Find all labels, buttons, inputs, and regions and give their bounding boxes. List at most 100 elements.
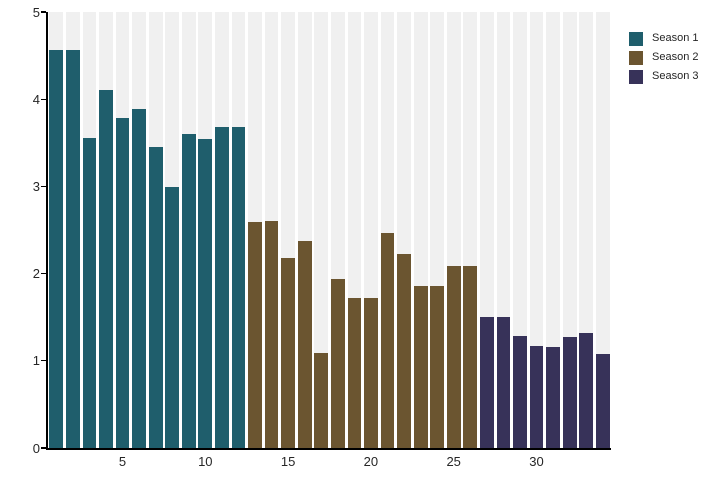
legend: Season 1 Season 2 Season 3 xyxy=(629,29,698,86)
bar-slot xyxy=(346,12,363,448)
bar-slot xyxy=(65,12,82,448)
bar-x25-season-2 xyxy=(446,265,461,448)
bar-slot xyxy=(446,12,463,448)
background-stripe xyxy=(546,12,561,448)
y-tick-mark xyxy=(41,98,47,100)
bar-x5-season-1 xyxy=(115,117,130,448)
y-tick-label: 4 xyxy=(32,91,40,107)
bar-slot xyxy=(545,12,562,448)
bar-slot xyxy=(595,12,612,448)
y-tick-mark xyxy=(41,360,47,362)
bar-x26-season-2 xyxy=(463,265,478,448)
bar-slot xyxy=(462,12,479,448)
bar-slot xyxy=(412,12,429,448)
bar-slot xyxy=(131,12,148,448)
bar-x19-season-2 xyxy=(347,298,362,448)
bar-slot xyxy=(429,12,446,448)
y-tick-mark xyxy=(41,272,47,275)
bar-x14-season-2 xyxy=(264,221,279,448)
bar-x34-season-3 xyxy=(595,353,610,448)
legend-item-season-2: Season 2 xyxy=(629,48,698,67)
y-axis-line xyxy=(46,12,48,449)
bar-slot xyxy=(296,12,313,448)
bar-slot xyxy=(98,12,115,448)
legend-item-season-3: Season 3 xyxy=(629,67,698,86)
bar-slot xyxy=(528,12,545,448)
bar-x3-season-1 xyxy=(82,137,97,448)
bar-slot xyxy=(512,12,529,448)
y-tick-mark xyxy=(41,185,47,188)
legend-label: Season 2 xyxy=(652,51,699,63)
bar-x30-season-3 xyxy=(529,345,544,448)
bar-slot xyxy=(479,12,496,448)
y-tick-mark xyxy=(41,11,47,13)
background-stripe xyxy=(314,12,329,448)
bar-x20-season-2 xyxy=(364,298,378,448)
bar-x15-season-2 xyxy=(281,257,296,448)
legend-swatch xyxy=(629,31,643,46)
bar-x17-season-2 xyxy=(314,352,329,448)
x-axis-line xyxy=(46,448,612,450)
legend-item-season-1: Season 1 xyxy=(629,29,698,48)
bar-slot xyxy=(578,12,595,448)
bar-x11-season-1 xyxy=(215,127,229,448)
y-tick-mark xyxy=(41,447,47,449)
bar-slot xyxy=(263,12,280,448)
bar-slot xyxy=(396,12,413,448)
bar-slot xyxy=(330,12,347,448)
legend-label: Season 1 xyxy=(652,32,699,44)
bar-slot xyxy=(561,12,578,448)
y-tick-label: 3 xyxy=(32,178,40,194)
bar-x9-season-1 xyxy=(181,134,196,448)
bar-slot xyxy=(379,12,396,448)
y-tick-label: 0 xyxy=(32,440,40,456)
y-tick-label: 5 xyxy=(32,4,40,20)
bar-x27-season-3 xyxy=(480,317,494,448)
bar-slot xyxy=(247,12,264,448)
bar-x8-season-1 xyxy=(165,187,180,448)
bar-x33-season-3 xyxy=(579,332,594,448)
background-stripe xyxy=(529,12,544,448)
y-tick-label: 1 xyxy=(32,353,40,369)
plot-area xyxy=(48,12,611,448)
bar-x13-season-2 xyxy=(248,222,262,448)
x-tick-label: 15 xyxy=(280,454,296,469)
bar-x10-season-1 xyxy=(198,139,213,448)
legend-label: Season 3 xyxy=(652,70,699,82)
bar-x31-season-3 xyxy=(546,346,561,448)
bar-slot xyxy=(214,12,231,448)
bar-slot xyxy=(114,12,131,448)
bar-x7-season-1 xyxy=(148,147,163,448)
bar-slot xyxy=(164,12,181,448)
x-tick-label: 30 xyxy=(529,454,544,469)
bar-slot xyxy=(147,12,164,448)
bar-slot xyxy=(280,12,297,448)
bar-slot xyxy=(313,12,330,448)
bar-slot xyxy=(181,12,198,448)
bar-x32-season-3 xyxy=(562,337,577,448)
x-tick-label: 5 xyxy=(118,454,127,469)
bar-x18-season-2 xyxy=(330,278,345,448)
legend-swatch xyxy=(629,50,643,65)
bar-x2-season-1 xyxy=(65,50,80,448)
bar-x23-season-2 xyxy=(413,285,428,448)
bar-x29-season-3 xyxy=(513,336,527,448)
bar-slot xyxy=(81,12,98,448)
bar-slot xyxy=(363,12,380,448)
bar-x21-season-2 xyxy=(380,232,395,448)
bar-x24-season-2 xyxy=(430,285,445,448)
bar-x6-season-1 xyxy=(132,108,146,448)
y-tick-label: 2 xyxy=(32,266,40,282)
legend-swatch xyxy=(629,69,643,84)
bar-x4-season-1 xyxy=(99,90,113,448)
x-tick-label: 25 xyxy=(446,454,461,469)
bar-slot xyxy=(48,12,65,448)
bar-x16-season-2 xyxy=(297,241,312,448)
bar-x22-season-2 xyxy=(397,253,411,448)
x-tick-label: 10 xyxy=(198,454,213,469)
bar-x1-season-1 xyxy=(49,50,64,448)
bar-slot xyxy=(197,12,214,448)
bar-slot xyxy=(495,12,512,448)
bar-x12-season-1 xyxy=(231,127,246,448)
